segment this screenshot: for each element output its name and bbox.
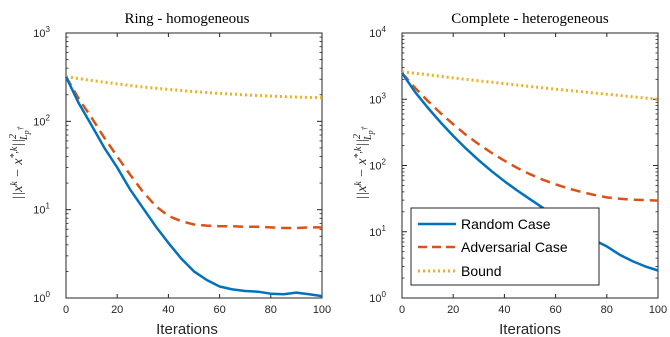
chart-left: Ring - homogeneous Iterations ||xk − x*,… — [8, 11, 331, 337]
y-tick-label: 102 — [33, 113, 50, 128]
series-line-random-case — [64, 76, 323, 298]
legend-box — [410, 207, 600, 286]
y-tick-label: 100 — [369, 290, 386, 305]
y-tick-label: 100 — [33, 290, 50, 305]
x-tick-label: 60 — [213, 304, 225, 316]
series-line-bound — [65, 75, 323, 100]
y-tick-label: 104 — [369, 25, 386, 40]
x-tick-label: 0 — [63, 304, 69, 316]
series-line-random-case — [400, 72, 659, 272]
y-tick-label: 101 — [33, 202, 50, 217]
x-tick-label: 20 — [447, 304, 459, 316]
x-axis-label: Iterations — [499, 321, 561, 337]
x-tick-label: 100 — [313, 304, 331, 316]
chart-right: Complete - heterogeneous Iterations ||xk… — [352, 11, 667, 337]
x-tick-label: 40 — [162, 304, 174, 316]
legend: Random Case Adversarial Case Bound — [410, 207, 600, 286]
x-tick-label: 100 — [649, 304, 667, 316]
series-line-adversarial-case — [64, 76, 322, 230]
y-axis-label: ||xk − x*,k||2Lp† — [8, 125, 31, 199]
x-tick-label: 80 — [265, 304, 277, 316]
y-tick-label: 103 — [369, 91, 386, 106]
x-axis-label: Iterations — [156, 321, 218, 337]
y-tick-label: 102 — [369, 158, 386, 173]
chart-title: Ring - homogeneous — [125, 11, 250, 27]
y-tick-label: 101 — [369, 224, 386, 239]
legend-label-bound: Bound — [461, 263, 501, 279]
y-tick-label: 103 — [33, 25, 50, 40]
y-axis-label: ||xk − x*,k||2Lp† — [352, 125, 375, 199]
legend-label-adversarial: Adversarial Case — [461, 239, 568, 255]
chart-title: Complete - heterogeneous — [451, 11, 609, 27]
x-tick-label: 60 — [549, 304, 561, 316]
series-line-bound — [401, 70, 659, 101]
legend-label-random: Random Case — [461, 216, 551, 232]
x-tick-label: 0 — [399, 304, 405, 316]
series-line-adversarial-case — [401, 72, 659, 202]
x-tick-label: 20 — [111, 304, 123, 316]
svg-text:||xk − x*,k||2Lp†: ||xk − x*,k||2Lp† — [352, 125, 375, 199]
plot-area — [65, 32, 323, 299]
x-tick-label: 40 — [498, 304, 510, 316]
svg-text:||xk − x*,k||2Lp†: ||xk − x*,k||2Lp† — [8, 125, 31, 199]
x-tick-label: 80 — [601, 304, 613, 316]
